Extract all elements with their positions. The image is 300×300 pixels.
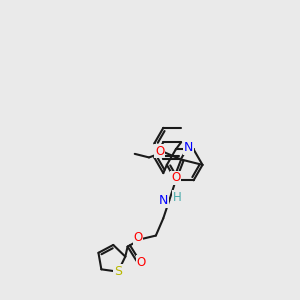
Text: H: H <box>173 191 182 204</box>
Text: N: N <box>184 141 193 154</box>
Text: O: O <box>171 171 180 184</box>
Text: O: O <box>134 231 142 244</box>
Text: S: S <box>114 265 122 278</box>
Text: O: O <box>155 145 164 158</box>
Text: O: O <box>137 256 146 269</box>
Text: N: N <box>159 194 169 207</box>
